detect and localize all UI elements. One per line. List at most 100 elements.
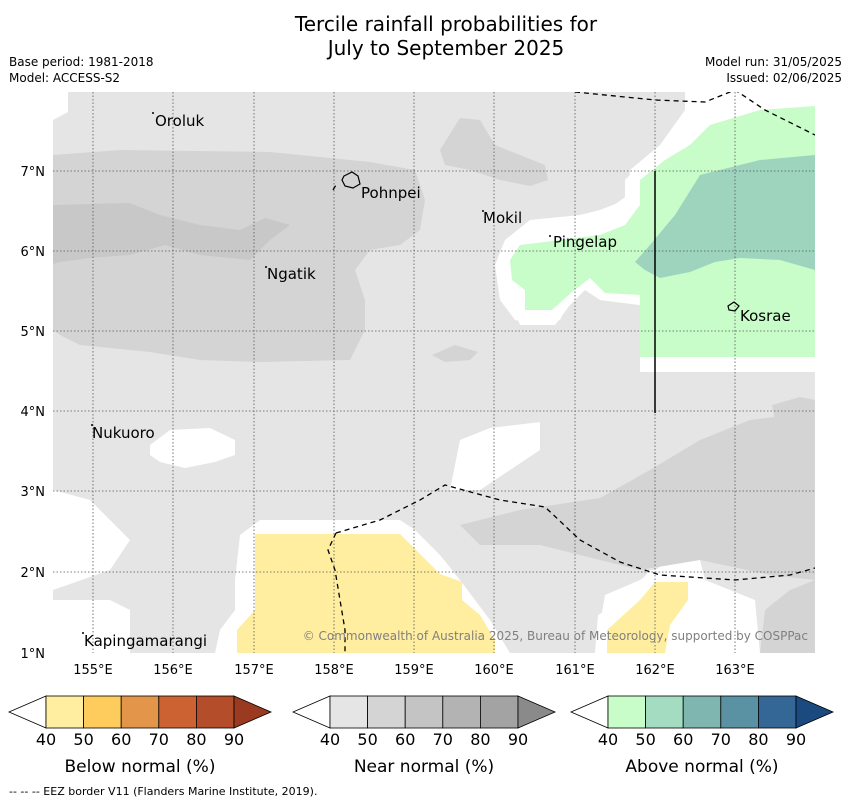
lat-tick: 4°N xyxy=(21,405,46,420)
legend-swatch xyxy=(120,695,160,729)
legend-tick-label: 90 xyxy=(786,730,806,749)
legend-tick-label: 60 xyxy=(673,730,693,749)
place-label: Kapingamarangi xyxy=(84,632,207,650)
legend-swatch xyxy=(404,695,444,729)
place-label: Pingelap xyxy=(553,233,617,251)
map-panel: Oroluk Pohnpei Mokil Pingelap Ngatik Kos… xyxy=(53,92,815,653)
lon-tick: 162°E xyxy=(635,663,675,678)
lon-tick: 155°E xyxy=(73,663,113,678)
legend-tick-label: 80 xyxy=(748,730,768,749)
legend-arrow-low xyxy=(569,695,609,729)
near-normal-60-region xyxy=(53,203,290,264)
legend-title: Above normal (%) xyxy=(625,757,778,777)
legend-tick-label: 40 xyxy=(598,730,618,749)
legend-tick-label: 70 xyxy=(711,730,731,749)
legend-tick-label: 40 xyxy=(320,730,340,749)
legend-title: Below normal (%) xyxy=(65,757,216,777)
lon-tick: 161°E xyxy=(555,663,595,678)
legend-tick-label: 90 xyxy=(508,730,528,749)
above-normal-50-region xyxy=(635,155,815,278)
lon-tick: 156°E xyxy=(153,663,193,678)
legend-tick-label: 70 xyxy=(433,730,453,749)
white-patch xyxy=(150,428,235,468)
place-label: Ngatik xyxy=(267,265,316,283)
below-normal-40-region xyxy=(237,534,495,653)
legend-tick-label: 40 xyxy=(36,730,56,749)
gridlines xyxy=(53,92,815,653)
title-line-1: Tercile rainfall probabilities for xyxy=(294,12,598,36)
legend-arrow-low xyxy=(291,695,331,729)
legend-tick-label: 50 xyxy=(635,730,655,749)
legend-tick-label: 80 xyxy=(186,730,206,749)
model-run: Model run: 31/05/2025 xyxy=(704,55,842,69)
white-patch xyxy=(450,422,540,490)
lat-tick: 3°N xyxy=(21,485,46,500)
lon-tick: 163°E xyxy=(715,663,755,678)
place-label: Nukuoro xyxy=(92,424,155,442)
legend-arrow-high xyxy=(517,695,557,729)
lat-tick: 7°N xyxy=(21,165,46,180)
legend-tick-label: 60 xyxy=(111,730,131,749)
legend-swatch xyxy=(479,695,519,729)
place-label: Oroluk xyxy=(155,112,204,130)
legend-swatch xyxy=(83,695,122,729)
lon-tick: 158°E xyxy=(314,663,354,678)
legend-swatch xyxy=(329,695,368,729)
below-normal-40-region xyxy=(607,582,688,653)
legend-tick-label: 80 xyxy=(470,730,490,749)
legend-swatch xyxy=(682,695,722,729)
place-label: Kosrae xyxy=(740,307,791,325)
legend-tick-label: 50 xyxy=(357,730,377,749)
legend-swatch xyxy=(367,695,406,729)
kosrae-island xyxy=(727,301,740,312)
legend-swatch xyxy=(758,695,797,729)
longitude-labels: 155°E 156°E 157°E 158°E 159°E 160°E 161°… xyxy=(73,663,755,678)
pohnpei-island xyxy=(341,171,361,189)
legend-tick-label: 60 xyxy=(395,730,415,749)
lat-tick: 5°N xyxy=(21,325,46,340)
meta-right: Model run: 31/05/2025 Issued: 02/06/2025 xyxy=(705,54,842,86)
near-normal-50-region xyxy=(432,345,478,362)
model-name: Model: ACCESS-S2 xyxy=(9,71,121,85)
near-normal-50-region xyxy=(460,412,815,580)
lon-tick: 160°E xyxy=(474,663,514,678)
legend-swatch xyxy=(645,695,684,729)
place-label: Mokil xyxy=(483,209,522,227)
legends: 40 50 60 70 80 90 Below normal (%) 40 50 60 70 80 90… xyxy=(7,695,835,777)
lon-tick: 157°E xyxy=(234,663,274,678)
legend-swatch xyxy=(720,695,759,729)
lat-tick: 1°N xyxy=(21,647,46,662)
lon-tick: 159°E xyxy=(394,663,434,678)
legend-colorbar: 40 50 60 70 80 90 Near normal (%) xyxy=(291,695,557,777)
meta-left: Base period: 1981-2018 Model: ACCESS-S2 xyxy=(9,54,154,86)
legend-tick-label: 70 xyxy=(149,730,169,749)
legend-colorbar: 40 50 60 70 80 90 Above normal (%) xyxy=(569,695,835,777)
title-line-2: July to September 2025 xyxy=(327,36,565,60)
legend-arrow-high xyxy=(233,695,273,729)
copyright-notice: © Commonwealth of Australia 2025, Bureau… xyxy=(303,629,808,643)
map-title: Tercile rainfall probabilities for July … xyxy=(0,12,850,60)
latitude-labels: 1°N 2°N 3°N 4°N 5°N 6°N 7°N xyxy=(21,165,46,662)
legend-swatch xyxy=(195,695,235,729)
legend-swatch xyxy=(442,695,481,729)
legend-arrow-high xyxy=(795,695,835,729)
legend-colorbar: 40 50 60 70 80 90 Below normal (%) xyxy=(7,695,273,777)
issued-date: Issued: 02/06/2025 xyxy=(726,71,842,85)
lat-tick: 2°N xyxy=(21,566,46,581)
legend-tick-label: 50 xyxy=(73,730,93,749)
place-labels: Oroluk Pohnpei Mokil Pingelap Ngatik Kos… xyxy=(84,112,791,650)
legend-arrow-low xyxy=(7,695,47,729)
near-normal-50-region xyxy=(760,580,815,653)
eez-footnote: -- -- -- EEZ border V11 (Flanders Marine… xyxy=(9,785,318,798)
near-normal-50-region xyxy=(772,397,815,432)
place-label: Pohnpei xyxy=(361,184,421,202)
legend-swatch xyxy=(158,695,197,729)
legend-swatch xyxy=(607,695,646,729)
base-period: Base period: 1981-2018 xyxy=(9,55,154,69)
legend-title: Near normal (%) xyxy=(354,757,494,777)
eez-border xyxy=(327,92,815,653)
lat-tick: 6°N xyxy=(21,245,46,260)
legend-tick-label: 90 xyxy=(224,730,244,749)
place-markers xyxy=(82,112,551,634)
